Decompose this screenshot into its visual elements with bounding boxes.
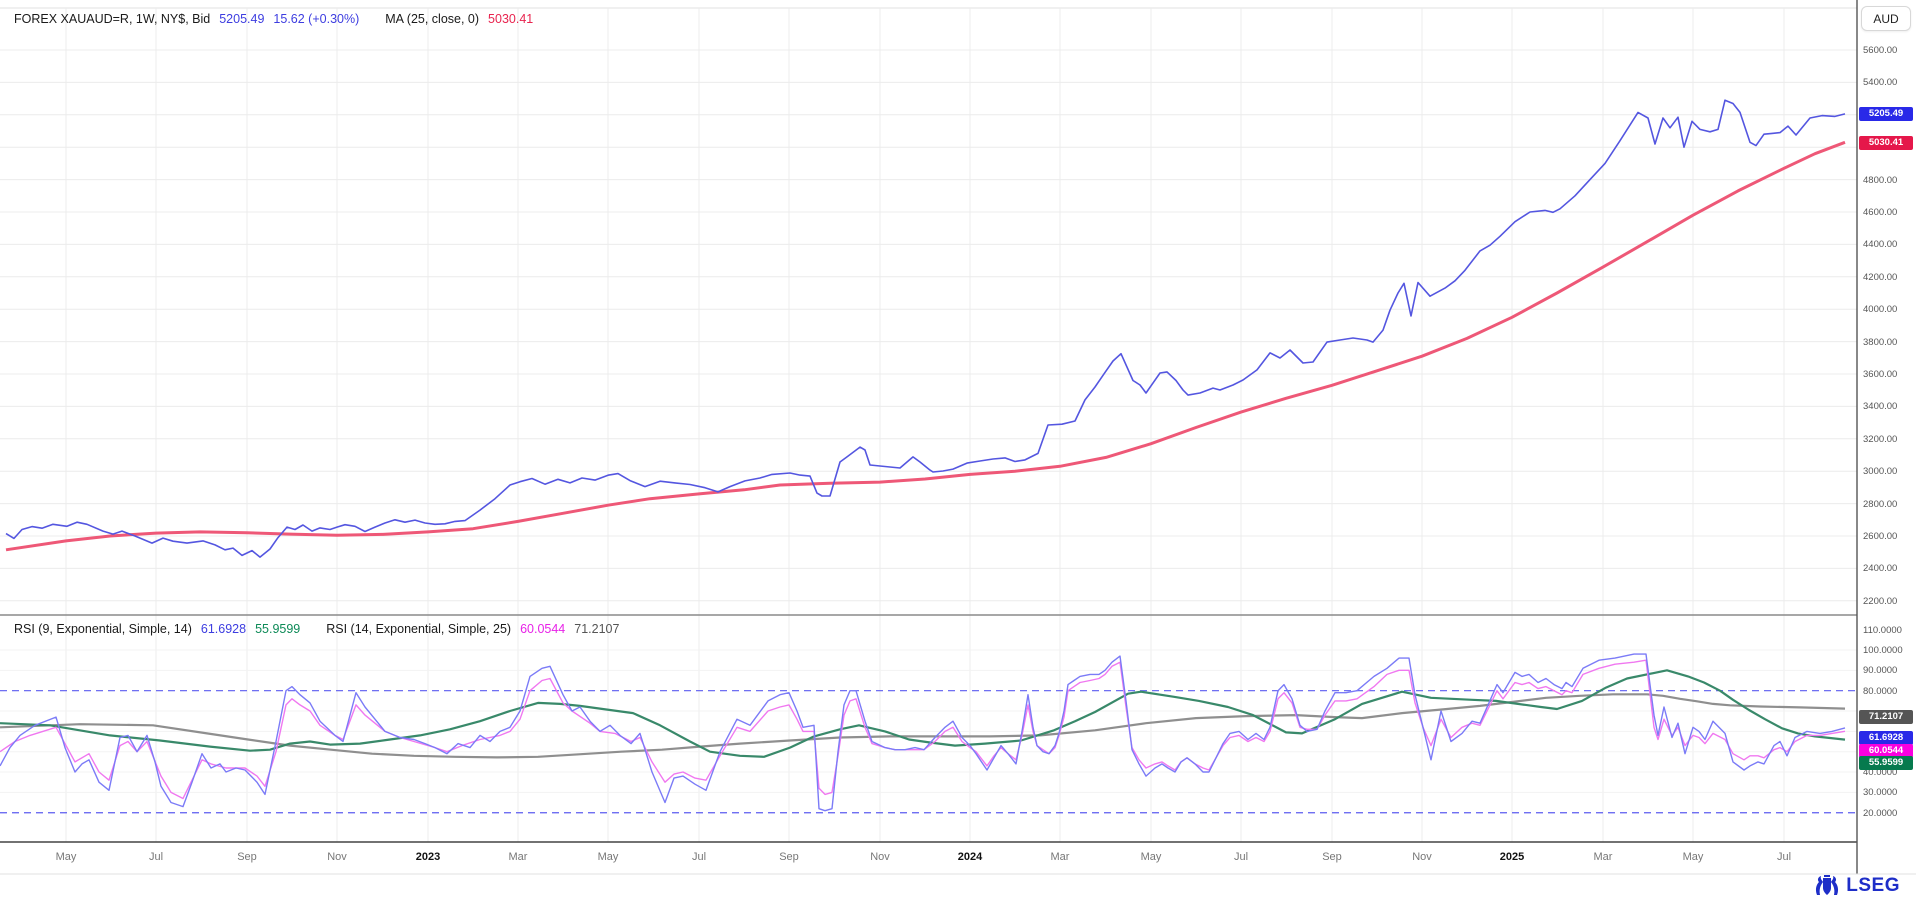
time-axis-tick: Jul — [1233, 851, 1249, 863]
rsi-badge: 55.9599 — [1859, 756, 1913, 770]
time-axis-tick: May — [597, 851, 619, 863]
lseg-logo: LSEG — [1814, 874, 1900, 898]
series-ma-25-close-0-[interactable] — [5, 140, 1846, 552]
time-axis-tick: 2023 — [415, 851, 441, 863]
lseg-crest-icon — [1816, 875, 1839, 895]
last-price-value: 5205.49 — [219, 12, 265, 26]
time-axis-tick: Mar — [1050, 851, 1070, 863]
rsi-study1-label: RSI (9, Exponential, Simple, 14) — [14, 622, 192, 636]
series-bid[interactable] — [5, 99, 1846, 558]
price-axis-tick: 4200.00 — [1863, 271, 1898, 283]
time-axis-tick: May — [1140, 851, 1162, 863]
price-axis-tick: 2400.00 — [1863, 563, 1898, 575]
series-rsi-9[interactable] — [0, 653, 1846, 812]
price-legend[interactable]: FOREX XAUAUD=R, 1W, NY$, Bid 5205.49 15.62… — [14, 12, 533, 26]
time-axis-tick: May — [1682, 851, 1704, 863]
rsi-axis-tick: 90.0000 — [1863, 665, 1898, 677]
rsi-axis-tick: 110.0000 — [1863, 624, 1902, 636]
time-axis-tick: May — [55, 851, 77, 863]
price-axis-tick: 4000.00 — [1863, 304, 1898, 316]
rsi-study1-value2: 55.9599 — [255, 622, 301, 636]
series-rsi-14-smoothed-25-[interactable] — [0, 693, 1846, 759]
time-axis-tick: Nov — [327, 851, 347, 863]
rsi-legend[interactable]: RSI (9, Exponential, Simple, 14) 61.6928 5… — [14, 622, 619, 636]
price-axis-tick: 4600.00 — [1863, 207, 1898, 218]
currency-chip[interactable]: AUD — [1861, 6, 1911, 31]
price-axis-tick: 2600.00 — [1863, 531, 1898, 542]
price-badge: 5205.49 — [1859, 107, 1913, 121]
time-axis-tick: 2025 — [1499, 851, 1525, 863]
rsi-axis-tick: 30.0000 — [1863, 787, 1898, 799]
time-axis-tick: Jul — [691, 851, 707, 863]
time-axis-tick: Mar — [508, 851, 528, 863]
price-axis-tick: 2200.00 — [1863, 595, 1898, 607]
rsi-axis-tick: 100.0000 — [1863, 645, 1903, 656]
ma-value: 5030.41 — [488, 12, 534, 26]
price-axis-tick: 3200.00 — [1863, 433, 1898, 445]
time-axis-tick: Jul — [1776, 851, 1792, 863]
instrument-label: FOREX XAUAUD=R, 1W, NY$, Bid — [14, 12, 211, 26]
rsi-axis-tick: 80.0000 — [1863, 685, 1898, 697]
rsi-study1-value1: 61.6928 — [200, 622, 247, 636]
price-axis-tick: 5600.00 — [1863, 45, 1898, 56]
rsi-axis-tick: 20.0000 — [1863, 807, 1898, 819]
price-axis-tick: 4800.00 — [1863, 174, 1898, 186]
price-axis-tick: 5400.00 — [1863, 77, 1898, 89]
price-axis-tick: 2800.00 — [1863, 498, 1898, 510]
rsi-axis-tick: 40.0000 — [1863, 767, 1898, 779]
price-axis-tick: 4400.00 — [1863, 239, 1898, 251]
time-axis-tick: Sep — [1322, 851, 1342, 863]
rsi-study2-value2: 71.2107 — [574, 622, 620, 636]
rsi-badge: 60.0544 — [1859, 744, 1913, 758]
price-axis-tick: 3800.00 — [1863, 336, 1898, 348]
lseg-logo-text: LSEG — [1846, 875, 1900, 896]
time-axis-tick: Sep — [779, 851, 799, 863]
time-axis-tick: Mar — [1593, 851, 1613, 863]
price-axis-tick: 3600.00 — [1863, 369, 1898, 380]
time-axis-tick: 2024 — [957, 851, 983, 863]
rsi-badge: 71.2107 — [1859, 710, 1913, 724]
ma-study-label: MA (25, close, 0) — [385, 12, 480, 26]
time-axis-tick: Sep — [237, 851, 257, 863]
time-axis-tick: Nov — [870, 851, 890, 863]
rsi-study2-value1: 60.0544 — [520, 622, 566, 636]
time-axis-tick: Jul — [148, 851, 164, 863]
price-axis-tick: 3000.00 — [1863, 466, 1898, 478]
rsi-study2-label: RSI (14, Exponential, Simple, 25) — [326, 622, 512, 636]
price-axis-tick: 3400.00 — [1863, 401, 1898, 413]
series-rsi-14[interactable] — [0, 659, 1846, 800]
rsi-badge: 61.6928 — [1859, 731, 1913, 745]
time-axis-tick: Nov — [1412, 851, 1432, 863]
change-value: 15.62 (+0.30%) — [273, 12, 360, 26]
price-badge: 5030.41 — [1859, 136, 1913, 150]
